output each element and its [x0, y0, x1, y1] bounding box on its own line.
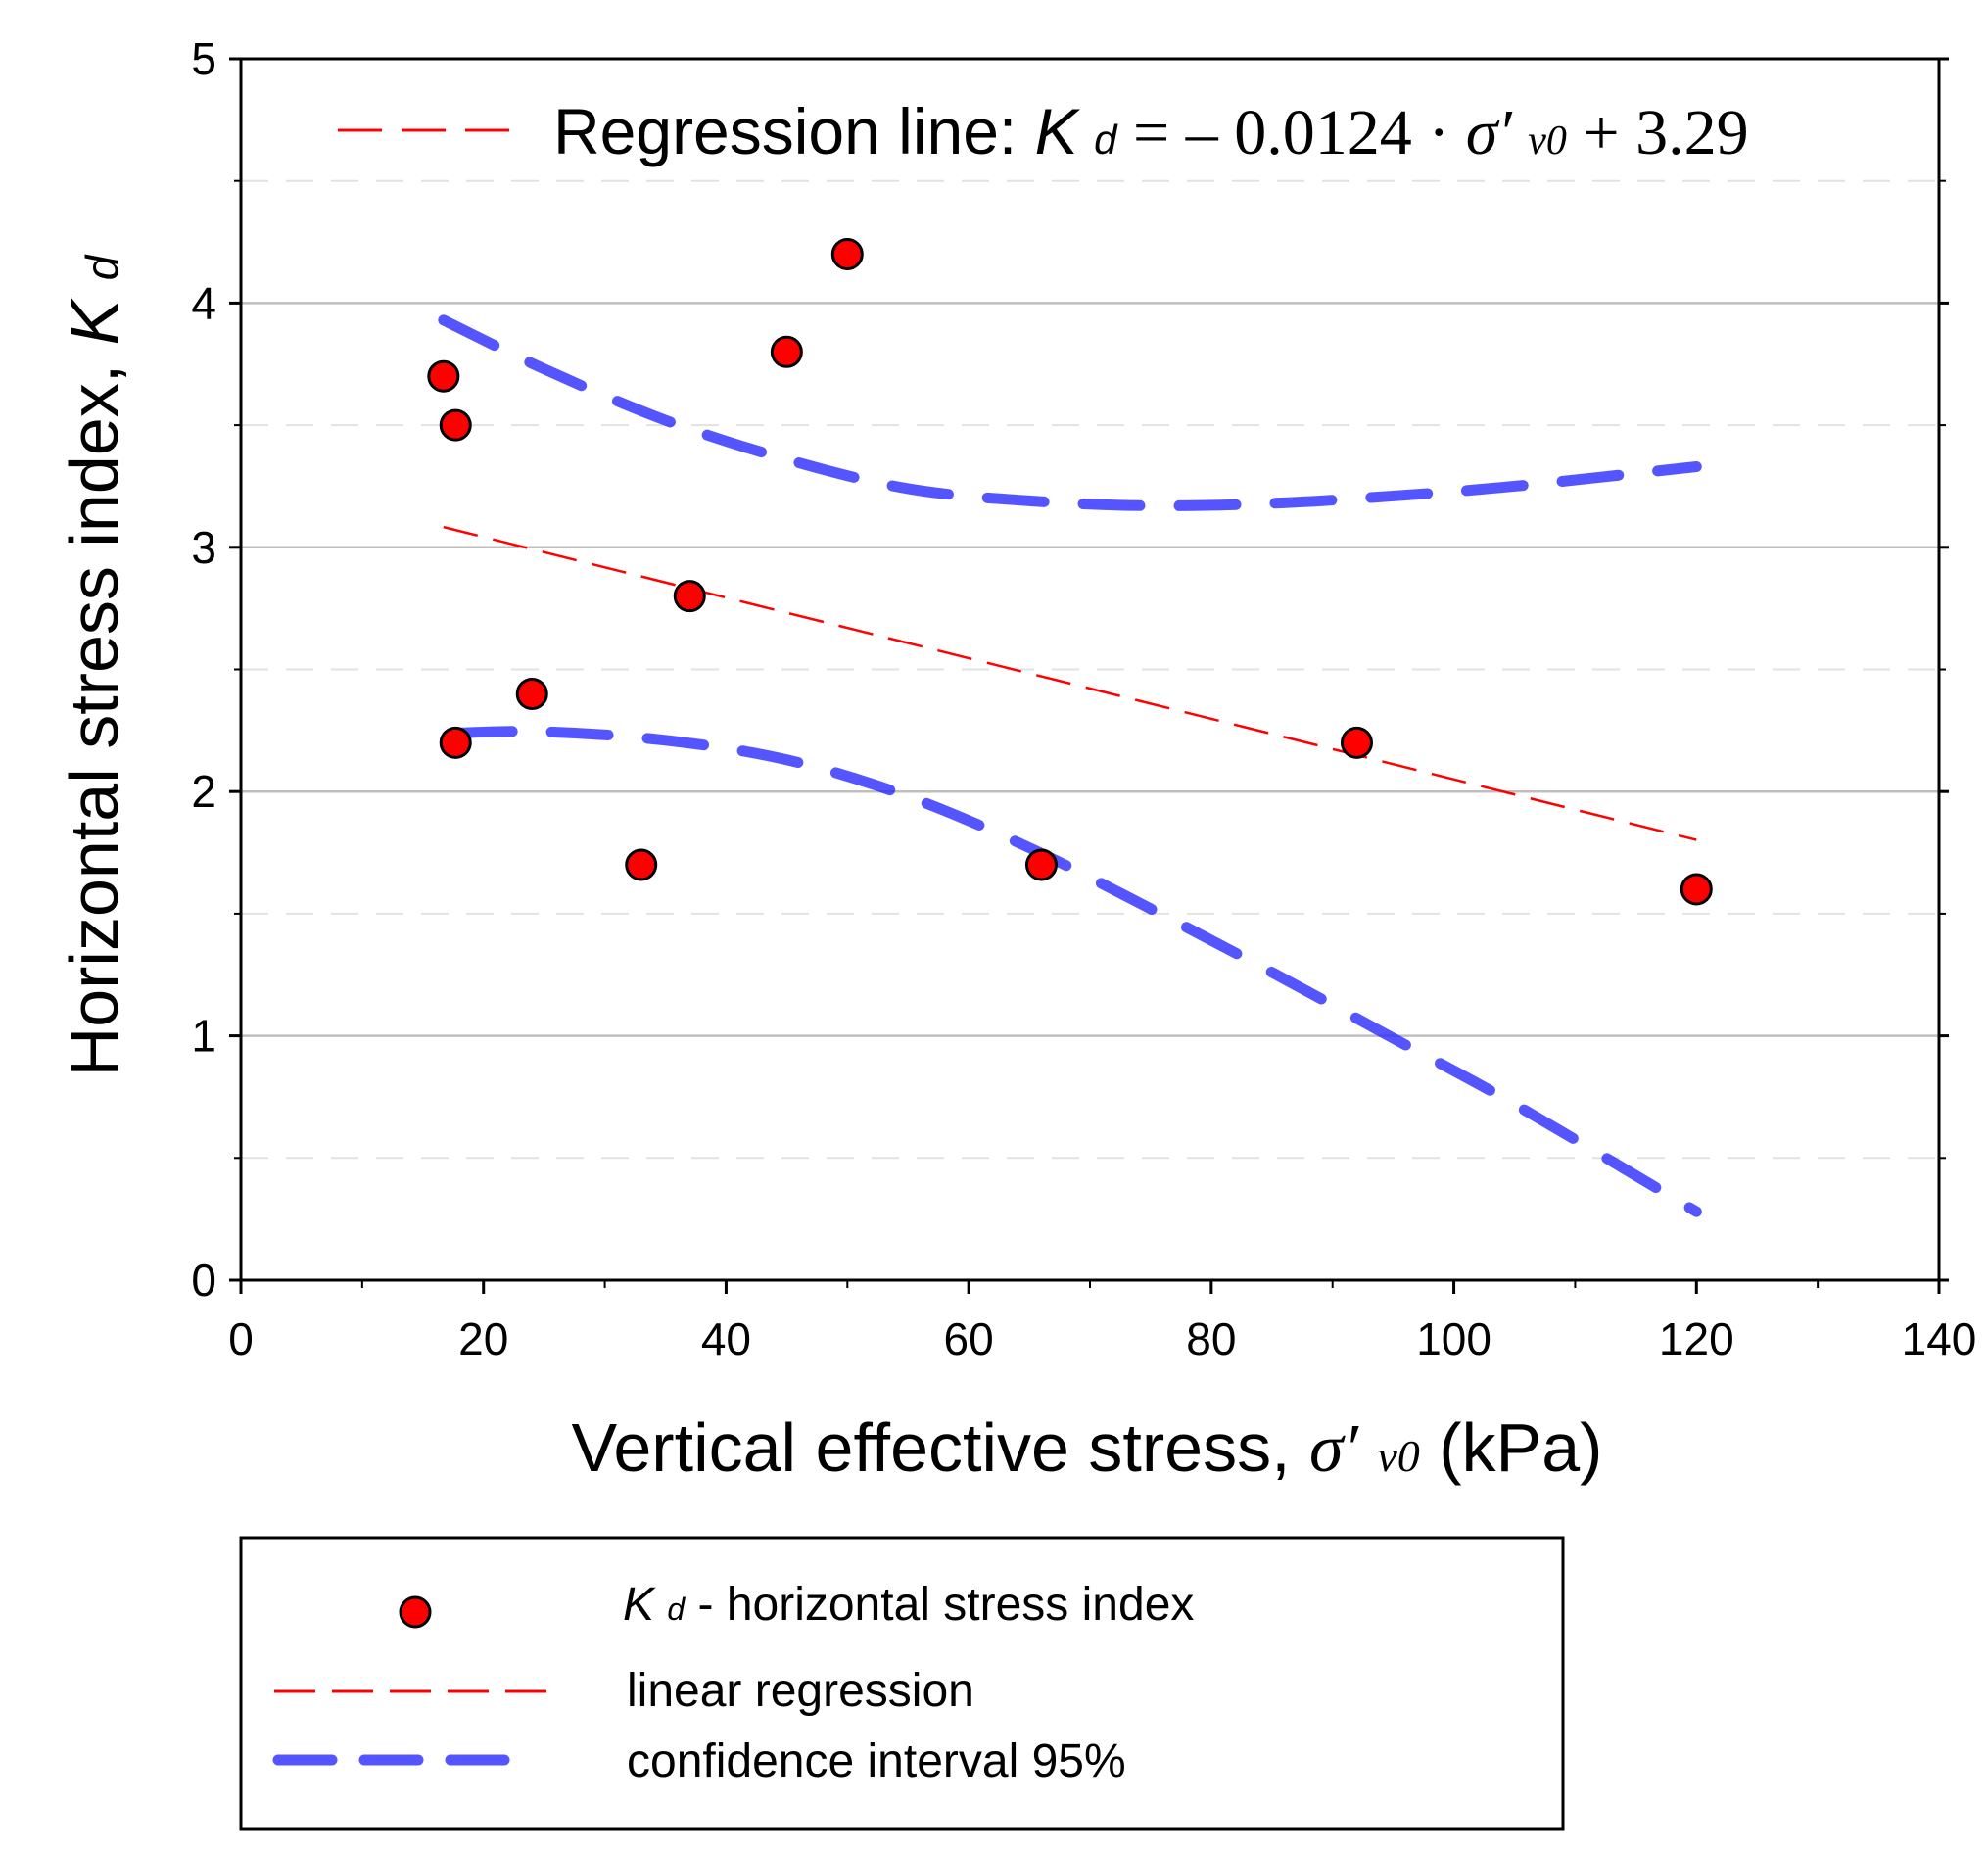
- legend: K d - horizontal stress index linear reg…: [239, 1536, 1565, 1831]
- grid-lines: [241, 179, 1939, 1160]
- x-axis-label: Vertical effective stress, σ′ v0 (kPa): [572, 1409, 1603, 1487]
- data-point: [625, 848, 658, 881]
- regression-sigma-subscript: v0: [1528, 119, 1567, 164]
- y-tick-label: 2: [191, 766, 216, 817]
- x-tick-label: 60: [944, 1313, 994, 1364]
- data-point: [830, 238, 864, 271]
- regression-line: [443, 525, 1697, 841]
- x-axis-label-unit: (kPa): [1439, 1409, 1602, 1486]
- legend-points-subscript: d: [667, 1592, 686, 1627]
- data-point: [427, 359, 460, 393]
- y-tick-label: 5: [191, 33, 216, 84]
- x-tick-labels: 0 20 40 60 80 100 120 140: [228, 1313, 1976, 1364]
- legend-points-label: - horizontal stress index: [698, 1579, 1195, 1631]
- y-tick-label: 0: [191, 1255, 216, 1306]
- x-axis-label-text: Vertical effective stress,: [572, 1409, 1309, 1486]
- y-axis-label-text: Horizontal stress index,: [56, 345, 132, 1076]
- legend-points-symbol: K: [623, 1579, 656, 1631]
- confidence-upper-curve: [438, 314, 1702, 511]
- legend-marker-icon: [399, 1595, 432, 1629]
- x-tick-label: 140: [1902, 1313, 1977, 1364]
- y-tick-label: 4: [191, 277, 216, 328]
- data-point: [1024, 848, 1058, 881]
- legend-item-points: K d - horizontal stress index: [623, 1579, 1194, 1631]
- regression-equation: Regression line: K d = – 0.0124 · σ′ v0 …: [553, 95, 1749, 168]
- data-point: [1680, 873, 1713, 906]
- y-axis-label-subscript: d: [76, 254, 127, 280]
- y-tick-label: 1: [191, 1011, 216, 1062]
- regression-sigma-symbol: σ′: [1466, 97, 1514, 168]
- x-axis-label-symbol: σ′: [1309, 1411, 1360, 1487]
- data-point: [673, 580, 706, 613]
- y-tick-label: 3: [191, 522, 216, 573]
- legend-item-confidence: confidence interval 95%: [627, 1736, 1126, 1787]
- x-tick-label: 120: [1659, 1313, 1734, 1364]
- data-point: [1340, 726, 1373, 759]
- confidence-lower-curve: [450, 726, 1702, 1217]
- regression-equation-end: + 3.29: [1583, 97, 1748, 168]
- data-point: [770, 335, 803, 368]
- data-point: [515, 677, 548, 710]
- series-layer: [427, 238, 1713, 1217]
- plot-frame: [239, 57, 1941, 1282]
- y-tick-labels: 0 1 2 3 4 5: [191, 33, 216, 1306]
- axis-ticks: [229, 57, 1949, 1294]
- regression-kd-symbol: K: [1035, 95, 1081, 167]
- y-axis-label-symbol: K: [56, 296, 132, 345]
- x-tick-label: 20: [458, 1313, 508, 1364]
- regression-equation-label: Regression line:: [553, 95, 1035, 167]
- x-tick-label: 40: [701, 1313, 751, 1364]
- regression-equation-start: = – 0.0124 ·: [1133, 97, 1466, 168]
- data-point: [439, 726, 472, 759]
- x-tick-label: 80: [1186, 1313, 1236, 1364]
- x-tick-label: 0: [228, 1313, 254, 1364]
- regression-kd-subscript: d: [1094, 117, 1118, 163]
- x-tick-label: 100: [1416, 1313, 1491, 1364]
- y-axis-label: Horizontal stress index, K d: [56, 254, 132, 1076]
- data-point: [439, 408, 472, 442]
- legend-item-regression: linear regression: [627, 1665, 974, 1717]
- x-axis-label-subscript: v0: [1377, 1431, 1419, 1481]
- legend-box: [239, 1536, 1565, 1831]
